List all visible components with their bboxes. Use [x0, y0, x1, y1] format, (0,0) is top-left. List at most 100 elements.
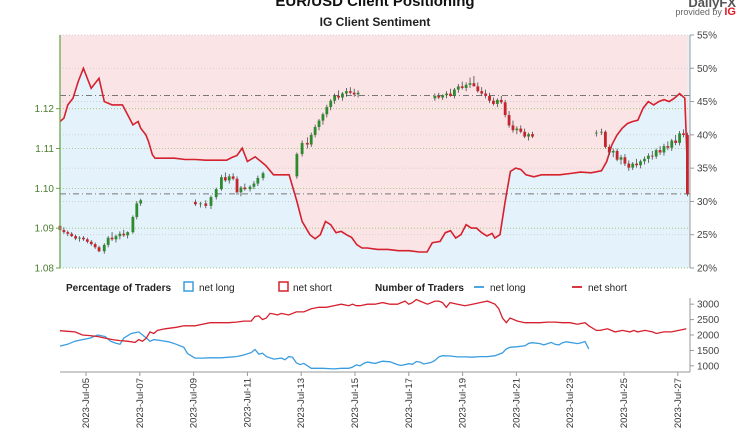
candle-body — [682, 133, 685, 135]
candle-body — [110, 237, 114, 240]
candle-body — [611, 150, 615, 153]
candle — [531, 131, 534, 139]
brand-provider: provided by IG — [675, 6, 736, 18]
candle-body — [313, 127, 317, 135]
candle-body — [480, 91, 484, 94]
candle — [600, 128, 603, 135]
candle-body — [356, 92, 360, 95]
candle — [464, 82, 468, 92]
x-tick-label: 2023-Jul-23 — [565, 378, 576, 428]
candle — [658, 146, 662, 155]
candle-body — [635, 163, 639, 166]
candle-body — [300, 142, 304, 155]
ig-logo: IG — [724, 6, 736, 18]
candle-body — [235, 178, 239, 193]
traders-net-short-line — [59, 298, 687, 344]
candle — [135, 201, 139, 220]
candle-body — [337, 95, 340, 98]
candle — [139, 198, 143, 206]
candle-body — [623, 157, 627, 164]
candle — [220, 174, 223, 191]
candle-body — [341, 93, 344, 98]
candle-body — [495, 99, 499, 104]
right-tick-label: 40% — [697, 130, 717, 141]
candle-body — [89, 241, 93, 245]
candle — [453, 87, 456, 99]
candle — [62, 227, 66, 234]
candle-body — [639, 161, 642, 166]
legend-short-label: net short — [293, 283, 332, 294]
candle-body — [62, 230, 66, 233]
candle — [235, 176, 239, 195]
candle-body — [82, 237, 85, 240]
right-tick-label: 25% — [697, 230, 717, 241]
candle — [93, 242, 97, 249]
candle-body — [662, 146, 666, 153]
candle — [607, 144, 611, 155]
candle — [344, 87, 348, 97]
candle-body — [449, 93, 452, 96]
x-tick-label: 2023-Jul-15 — [350, 378, 361, 428]
candle-body — [348, 91, 352, 93]
candle-body — [468, 83, 472, 85]
candle-body — [503, 102, 507, 116]
candle-body — [193, 201, 197, 205]
candle — [337, 90, 340, 100]
x-tick-label: 2023-Jul-09 — [189, 378, 200, 428]
candle-body — [600, 131, 603, 133]
traders-tick-label: 2500 — [697, 315, 720, 326]
candle — [480, 87, 484, 96]
candle — [114, 234, 118, 243]
legend-long-swatch — [183, 281, 194, 292]
legend-long-label: net long — [199, 283, 235, 294]
candle — [300, 140, 304, 157]
candle-body — [472, 83, 476, 87]
candle-body — [685, 134, 689, 194]
candle-body — [674, 140, 678, 143]
candle-body — [70, 233, 74, 237]
candle-body — [118, 233, 122, 237]
candle-body — [594, 132, 598, 134]
x-tick-label: 2023-Jul-05 — [81, 378, 92, 428]
candle — [492, 97, 495, 106]
candle-body — [139, 200, 143, 204]
candle-body — [223, 177, 227, 181]
candle — [321, 112, 325, 125]
candle-body — [209, 197, 213, 206]
candle-body — [93, 244, 97, 248]
candle-body — [476, 86, 480, 92]
candle-body — [492, 100, 495, 104]
candle — [654, 148, 658, 159]
x-tick-label: 2023-Jul-13 — [296, 378, 307, 428]
candle — [678, 130, 681, 146]
candle-body — [106, 237, 110, 245]
candle-body — [523, 131, 527, 137]
traders-tick-label: 3000 — [697, 300, 720, 311]
candle — [507, 111, 511, 128]
candle — [646, 153, 650, 163]
left-tick-label: 1.11 — [35, 144, 54, 155]
candle-body — [261, 173, 265, 178]
candle-body — [333, 95, 337, 101]
candle — [594, 130, 598, 137]
candle — [445, 91, 448, 99]
candle — [527, 132, 530, 141]
candle — [441, 94, 445, 100]
candle-body — [199, 203, 202, 205]
traders-tick-label: 2000 — [697, 331, 720, 342]
candle — [623, 154, 627, 167]
candle-body — [515, 128, 519, 131]
candle-body — [214, 189, 218, 198]
candle — [488, 92, 491, 104]
candle — [627, 160, 631, 171]
candle — [433, 93, 437, 101]
candle-body — [231, 176, 235, 179]
left-tick-label: 1.08 — [35, 264, 55, 275]
candle-body — [511, 125, 515, 131]
candle — [252, 181, 256, 190]
legend: Percentage of Traders net long net short Nu… — [66, 281, 627, 294]
brand-name: DailyFX — [688, 0, 736, 10]
price-sentiment-panel: 1.08 1.09 1.10 1.11 1.12 20% 25% 30% 35% 40% 45% 50… — [35, 31, 718, 275]
candle — [231, 173, 235, 181]
